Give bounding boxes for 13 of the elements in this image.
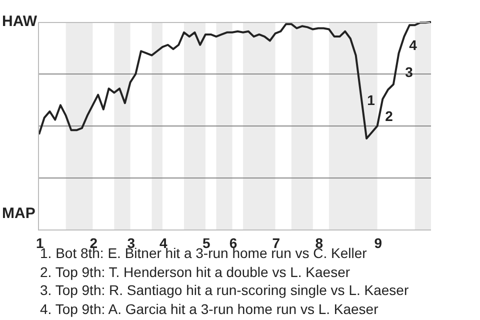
annotation: 3 xyxy=(405,64,413,80)
text: MAP xyxy=(2,205,36,222)
x-tick-label: 7 xyxy=(272,234,280,251)
annotation: 2 xyxy=(385,108,393,124)
text: 4. Top 9th: A. Garcia hit a 3-run home run vs L. Kaeser xyxy=(40,300,380,318)
text: 2. Top 9th: T. Henderson hit a double vs L. Kaeser xyxy=(40,262,352,281)
text: 3. Top 9th: R. Santiago hit a run-scoring single vs L. Kaeser xyxy=(40,281,409,300)
x-tick-label: 5 xyxy=(202,234,210,251)
x-tick-label: 9 xyxy=(374,234,382,251)
x-tick-label: 4 xyxy=(160,234,168,251)
text: HAW xyxy=(2,13,37,30)
annotation: 1 xyxy=(367,92,375,108)
annotation: 4 xyxy=(409,37,417,53)
